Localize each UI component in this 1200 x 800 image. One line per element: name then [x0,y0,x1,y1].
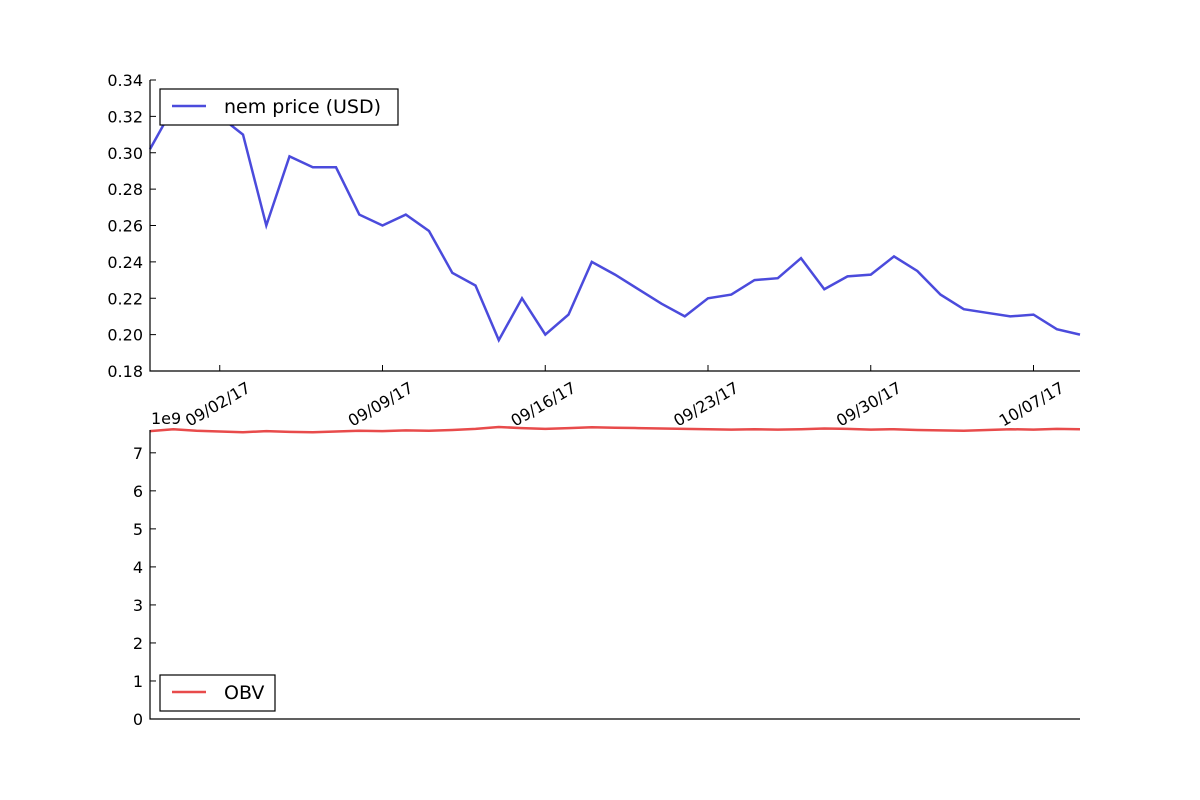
price-panel: 0.18 0.20 0.22 0.24 0.26 0.28 0.30 0.32 0.34 09/… [107,71,1081,430]
obv-y-tick-label: 3 [133,596,143,615]
price-x-tick-label: 09/23/17 [670,378,742,430]
price-y-tick-label: 0.34 [107,71,143,90]
price-x-axis-ticks: 09/02/17 09/09/17 09/16/17 09/23/17 09/30/17… [182,365,1068,430]
price-y-tick-label: 0.26 [107,217,143,236]
obv-y-tick-label: 0 [133,710,143,729]
price-x-tick-label: 10/07/17 [996,378,1068,430]
price-x-tick-label: 09/16/17 [508,378,580,430]
obv-offset-label: 1e9 [151,409,181,428]
obv-legend-label: OBV [224,682,264,704]
price-x-tick-label: 09/02/17 [182,378,254,430]
price-y-tick-label: 0.22 [107,289,143,308]
obv-y-tick-label: 2 [133,634,143,653]
obv-y-tick-label: 1 [133,672,143,691]
obv-axis-frame [149,430,1080,720]
price-x-tick-label: 09/30/17 [833,378,905,430]
price-y-tick-label: 0.28 [107,180,143,199]
obv-series-line [149,425,1081,434]
price-x-tick-label: 09/09/17 [345,378,417,430]
price-y-tick-label: 0.20 [107,326,143,345]
price-axis-frame [149,80,1080,372]
obv-panel: 0 1 2 3 4 5 6 7 1e9 OBV [133,409,1081,729]
obv-y-axis-ticks: 0 1 2 3 4 5 6 7 [133,444,156,729]
obv-y-tick-label: 6 [133,482,143,501]
price-series-line [148,106,1081,343]
obv-y-tick-label: 4 [133,558,143,577]
price-y-tick-label: 0.24 [107,253,143,272]
price-legend: nem price (USD) [159,88,399,126]
obv-y-tick-label: 5 [133,520,143,539]
price-y-tick-label: 0.32 [107,107,143,126]
price-y-tick-label: 0.18 [107,362,143,381]
obv-legend: OBV [159,674,276,712]
obv-y-tick-label: 7 [133,444,143,463]
price-y-tick-label: 0.30 [107,144,143,163]
price-legend-label: nem price (USD) [224,96,381,118]
price-y-axis-ticks: 0.18 0.20 0.22 0.24 0.26 0.28 0.30 0.32 0.34 [107,71,156,381]
